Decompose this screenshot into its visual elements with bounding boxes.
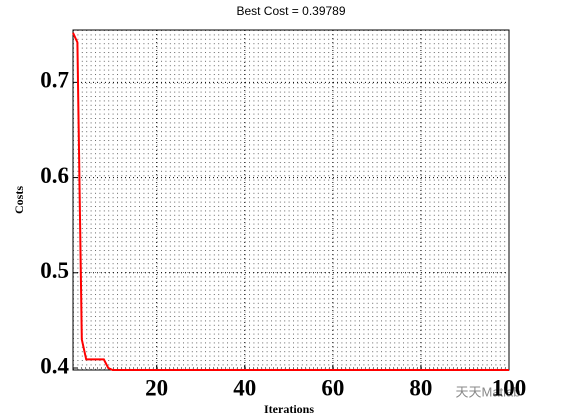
y-tick-label: 0.7 [40,68,69,93]
y-tick-label: 0.4 [40,353,69,378]
x-tick-label: 100 [492,375,527,400]
y-tick-label: 0.6 [40,163,69,188]
chart-title: Best Cost = 0.39789 [236,4,345,18]
y-axis-label: Costs [12,186,26,214]
watermark: 天天Matlab [455,384,520,399]
minor-grid [73,30,509,370]
x-tick-label: 40 [233,375,256,400]
x-tick-label: 20 [145,375,168,400]
x-tick-label: 80 [409,375,432,400]
line [72,32,509,371]
x-axis-label: Iterations [264,402,314,416]
y-tick-label: 0.5 [40,258,69,283]
x-tick-label: 60 [321,375,344,400]
